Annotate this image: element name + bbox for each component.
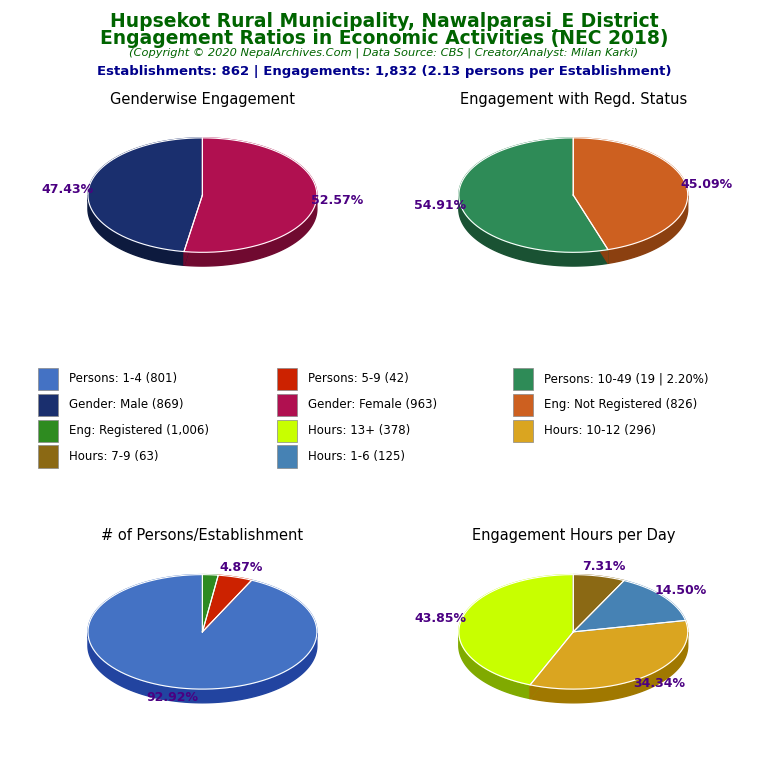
Text: Persons: 10-49 (19 | 2.20%): Persons: 10-49 (19 | 2.20%) xyxy=(544,372,708,386)
Polygon shape xyxy=(184,195,317,266)
Polygon shape xyxy=(184,195,203,265)
FancyBboxPatch shape xyxy=(38,368,58,390)
FancyBboxPatch shape xyxy=(277,445,297,468)
Text: Persons: 1-4 (801): Persons: 1-4 (801) xyxy=(68,372,177,386)
Polygon shape xyxy=(573,574,624,632)
Text: 14.50%: 14.50% xyxy=(654,584,707,598)
Polygon shape xyxy=(458,196,608,266)
Polygon shape xyxy=(573,195,608,263)
FancyBboxPatch shape xyxy=(513,394,533,416)
Title: Engagement with Regd. Status: Engagement with Regd. Status xyxy=(459,91,687,107)
Polygon shape xyxy=(203,575,252,632)
FancyBboxPatch shape xyxy=(277,419,297,442)
Polygon shape xyxy=(458,632,530,699)
Text: 4.87%: 4.87% xyxy=(220,561,263,574)
Text: Engagement Ratios in Economic Activities (NEC 2018): Engagement Ratios in Economic Activities… xyxy=(100,29,668,48)
Text: Hours: 1-6 (125): Hours: 1-6 (125) xyxy=(308,450,405,463)
Text: 47.43%: 47.43% xyxy=(41,183,94,196)
Polygon shape xyxy=(203,574,218,632)
Polygon shape xyxy=(573,138,687,250)
Polygon shape xyxy=(88,138,203,252)
FancyBboxPatch shape xyxy=(38,419,58,442)
FancyBboxPatch shape xyxy=(513,419,533,442)
Text: Hours: 10-12 (296): Hours: 10-12 (296) xyxy=(544,424,656,437)
Text: Hours: 7-9 (63): Hours: 7-9 (63) xyxy=(68,450,158,463)
FancyBboxPatch shape xyxy=(38,394,58,416)
Text: Establishments: 862 | Engagements: 1,832 (2.13 persons per Establishment): Establishments: 862 | Engagements: 1,832… xyxy=(97,65,671,78)
Text: Persons: 5-9 (42): Persons: 5-9 (42) xyxy=(308,372,409,386)
Polygon shape xyxy=(184,195,203,265)
Polygon shape xyxy=(458,574,573,685)
FancyBboxPatch shape xyxy=(38,445,58,468)
Polygon shape xyxy=(530,632,687,703)
Text: Gender: Female (963): Gender: Female (963) xyxy=(308,399,437,412)
Polygon shape xyxy=(608,196,687,263)
Text: Hours: 13+ (378): Hours: 13+ (378) xyxy=(308,424,410,437)
Text: 54.91%: 54.91% xyxy=(414,199,466,212)
Text: 45.09%: 45.09% xyxy=(680,178,733,191)
Polygon shape xyxy=(573,195,608,263)
Title: Engagement Hours per Day: Engagement Hours per Day xyxy=(472,528,675,544)
Text: 52.57%: 52.57% xyxy=(311,194,363,207)
Polygon shape xyxy=(184,138,317,253)
Text: 7.31%: 7.31% xyxy=(582,560,626,573)
Text: 43.85%: 43.85% xyxy=(415,612,467,625)
Text: (Copyright © 2020 NepalArchives.Com | Data Source: CBS | Creator/Analyst: Milan : (Copyright © 2020 NepalArchives.Com | Da… xyxy=(130,48,638,58)
Polygon shape xyxy=(88,195,184,265)
FancyBboxPatch shape xyxy=(277,368,297,390)
Text: 92.92%: 92.92% xyxy=(147,691,199,704)
Title: Genderwise Engagement: Genderwise Engagement xyxy=(110,91,295,107)
Text: Eng: Registered (1,006): Eng: Registered (1,006) xyxy=(68,424,209,437)
Title: # of Persons/Establishment: # of Persons/Establishment xyxy=(101,528,303,544)
Polygon shape xyxy=(458,138,608,253)
FancyBboxPatch shape xyxy=(277,394,297,416)
Text: Hupsekot Rural Municipality, Nawalparasi_E District: Hupsekot Rural Municipality, Nawalparasi… xyxy=(110,12,658,31)
Polygon shape xyxy=(530,621,687,689)
Polygon shape xyxy=(88,574,317,689)
Text: Eng: Not Registered (826): Eng: Not Registered (826) xyxy=(544,399,697,412)
Polygon shape xyxy=(530,632,573,699)
Polygon shape xyxy=(573,581,685,632)
FancyBboxPatch shape xyxy=(513,368,533,390)
Text: 34.34%: 34.34% xyxy=(634,677,686,690)
Text: Gender: Male (869): Gender: Male (869) xyxy=(68,399,183,412)
Polygon shape xyxy=(88,633,317,703)
Polygon shape xyxy=(530,632,573,699)
